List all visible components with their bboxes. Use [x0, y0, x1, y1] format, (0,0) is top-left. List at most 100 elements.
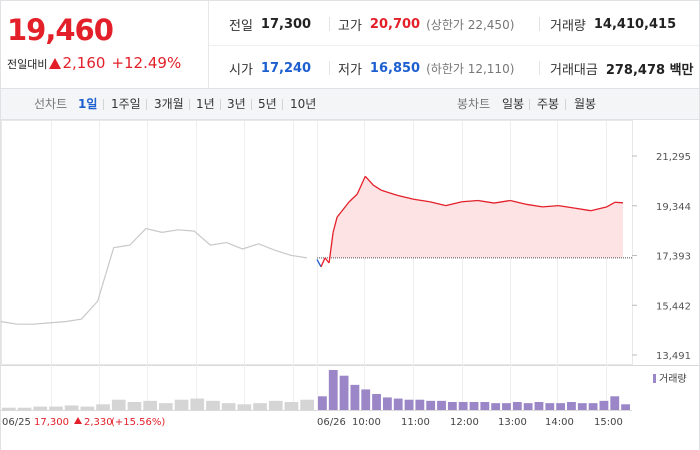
low-cell: 저가 16,850 (하한가 12,110) — [338, 46, 514, 90]
current-price-box: 19,460 전일대비 2,160 +12.49% — [1, 1, 209, 89]
volume-bar-today-21 — [545, 403, 555, 410]
volume-bar-prev-1 — [17, 407, 32, 410]
volume-bar-today-12 — [447, 402, 457, 410]
series-today-segment-25 — [590, 206, 607, 212]
tab-weekly-candle[interactable]: 주봉 — [537, 97, 560, 111]
volume-bar-today-0 — [318, 396, 327, 410]
series-today-segment-6 — [340, 201, 350, 213]
tab-1day[interactable]: 1일 — [78, 97, 98, 111]
series-today-segment-19 — [494, 199, 511, 204]
x-label-2: 11:00 — [401, 417, 430, 428]
volume-bar-today-6 — [382, 397, 392, 410]
series-today-segment-17 — [461, 199, 479, 203]
series-today-segment-13 — [397, 194, 414, 200]
series-today-segment-18 — [477, 199, 495, 204]
x-label-0: 06/26 — [317, 417, 346, 428]
volume-bar-prev-16 — [253, 403, 267, 410]
volume-bar-today-24 — [577, 403, 587, 410]
volume-bar-today-26 — [599, 400, 609, 410]
y-tick-label-4: 13,491 — [656, 351, 691, 362]
tab-monthly-candle[interactable]: 월봉 — [574, 97, 597, 111]
price-lines — [0, 175, 632, 325]
series-prev-day-line — [0, 227, 308, 325]
x-label-5: 14:00 — [545, 417, 574, 428]
volume-bar-today-14 — [469, 402, 479, 410]
volume-bar-prev-14 — [221, 403, 236, 410]
lower-limit: (하한가 12,110) — [426, 61, 515, 76]
chart-area: 21,295 19,344 17,393 15,442 13,491 06/25 17,3… — [0, 120, 700, 450]
volume-bar-prev-6 — [96, 404, 110, 410]
tab-3years[interactable]: 3년 — [227, 97, 246, 111]
series-today-segment-11 — [381, 189, 390, 194]
volume-bar-today-4 — [361, 389, 371, 410]
tab-5years[interactable]: 5년 — [258, 97, 277, 111]
volume-bar-prev-12 — [190, 398, 205, 410]
volume-legend-label: 거래량 — [659, 373, 687, 385]
volume-bar-today-18 — [512, 402, 522, 410]
volume-legend: 거래량 — [653, 373, 687, 385]
low-value: 16,850 — [369, 60, 421, 76]
change-percent: +12.49% — [111, 54, 182, 72]
price-chart-svg: 21,295 19,344 17,393 15,442 13,491 06/25 17,3… — [0, 120, 699, 428]
volume-bar-today-22 — [556, 403, 566, 410]
series-today-segment-21 — [526, 203, 543, 208]
series-today-segment-12 — [389, 192, 398, 197]
up-fill-area — [317, 176, 623, 258]
series-today-segment-27 — [614, 201, 623, 204]
open-cell: 시가 17,240 — [229, 46, 311, 90]
volume-bar-today-7 — [393, 398, 403, 410]
x-label-prev-change: 2,330 — [84, 417, 113, 428]
x-label-1: 10:00 — [352, 417, 381, 428]
low-label: 저가 — [338, 62, 362, 78]
change-row: 전일대비 2,160 +12.49% — [7, 54, 181, 72]
volume-legend-swatch — [653, 374, 656, 383]
tab-3months[interactable]: 3개월 — [154, 97, 184, 111]
x-axis: 06/25 17,300 2,330(+15.56%) 06/26 10:00 11:00… — [2, 417, 623, 428]
series-today-segment-1 — [320, 257, 326, 268]
volume-bar-prev-7 — [111, 399, 126, 410]
volume-bar-today-8 — [404, 399, 414, 410]
candle-chart-group-label: 봉차트 — [457, 97, 491, 111]
volume-bar-today-9 — [415, 399, 425, 410]
x-label-6: 15:00 — [594, 417, 623, 428]
tab-daily-candle[interactable]: 일봉 — [502, 97, 525, 111]
prev-day-up-arrow-icon — [74, 417, 82, 424]
y-tick-label-3: 15,442 — [656, 301, 691, 312]
series-today-segment-4 — [332, 216, 338, 233]
volume-bar-prev-5 — [80, 406, 95, 410]
y-tick-label-2: 17,393 — [656, 252, 691, 263]
volume-bar-today-27 — [610, 396, 620, 410]
volume-bar-today-11 — [437, 400, 446, 410]
current-price: 19,460 — [7, 13, 114, 47]
series-today-segment-20 — [510, 199, 527, 205]
volume-bar-prev-2 — [33, 406, 48, 410]
grid — [1, 120, 699, 410]
tab-1week[interactable]: 1주일 — [111, 97, 141, 111]
series-today-segment-3 — [328, 232, 334, 264]
series-today-segment-10 — [373, 184, 382, 191]
series-today-segment-22 — [542, 204, 559, 208]
prev-close-label: 전일 — [229, 18, 253, 34]
volume-bar-today-20 — [534, 402, 544, 410]
volume-bar-prev-8 — [127, 402, 142, 410]
volume-bar-today-28 — [621, 404, 630, 410]
y-tick-label-1: 19,344 — [656, 202, 691, 213]
prev-close-value: 17,300 — [260, 16, 312, 32]
volume-bar-today-3 — [350, 384, 360, 410]
upper-limit: (상한가 22,450) — [426, 17, 515, 32]
volume-value: 14,410,415 — [593, 16, 677, 32]
volume-bar-prev-4 — [64, 405, 79, 410]
series-today-segment-0 — [316, 259, 322, 268]
volume-cell: 거래량 14,410,415 — [550, 2, 676, 46]
volume-bar-today-2 — [339, 375, 349, 410]
tab-1year[interactable]: 1년 — [196, 97, 215, 111]
volume-bar-today-5 — [372, 394, 381, 410]
tab-10years[interactable]: 10년 — [290, 97, 317, 111]
change-label: 전일대비 — [7, 58, 48, 71]
x-label-prev-close: 17,300 — [34, 417, 69, 428]
volume-bar-today-10 — [426, 400, 436, 410]
volume-bar-today-25 — [588, 403, 598, 410]
volume-bars — [1, 370, 632, 411]
chart-period-tabs: 선차트 1일 1주일 3개월 1년 3년 5년 10년 봉차트 일봉 주봉 월봉 — [0, 88, 700, 120]
